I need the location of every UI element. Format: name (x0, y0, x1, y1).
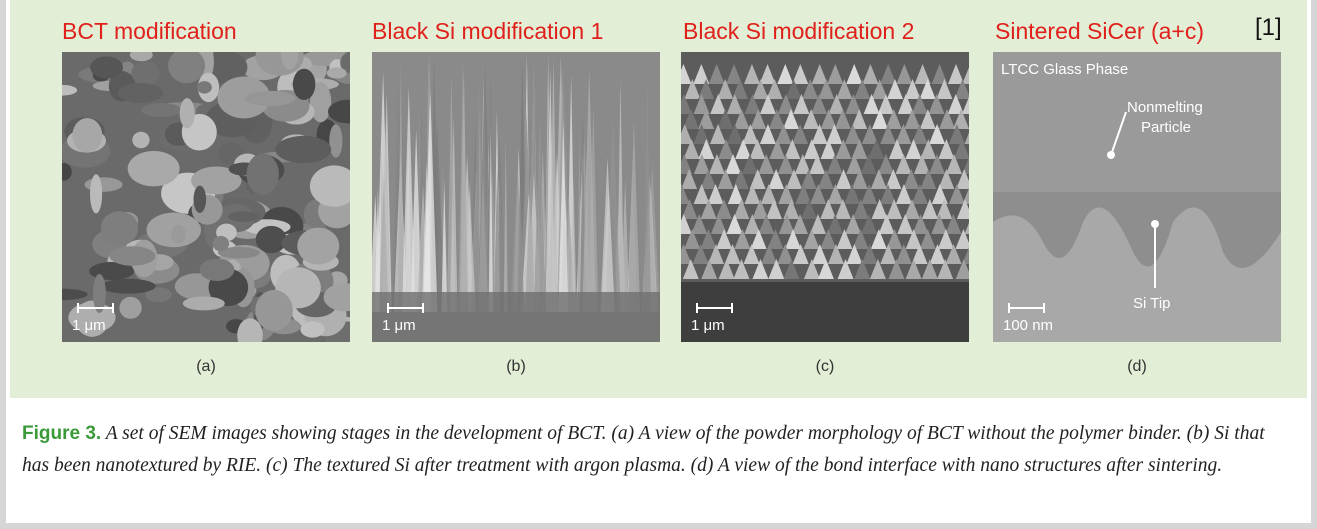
scale-bar-label: 1 μm (72, 317, 106, 334)
texture (118, 83, 163, 103)
texture (300, 321, 324, 337)
panel-heading: Black Si modification 1 (372, 18, 603, 45)
annotation: Si Tip (1133, 295, 1171, 312)
texture (194, 186, 207, 213)
scale-bar-label: 1 μm (382, 317, 416, 334)
texture (327, 67, 347, 78)
texture (180, 98, 195, 128)
texture (228, 211, 259, 222)
texture (132, 132, 149, 148)
texture (183, 296, 225, 310)
texture (171, 225, 185, 244)
texture (293, 69, 316, 100)
texture (329, 124, 342, 158)
sem-image: 1 μm (372, 52, 660, 342)
scale-bar-label: 1 μm (691, 317, 725, 334)
texture (128, 151, 180, 186)
texture (197, 81, 212, 94)
texture (119, 297, 141, 319)
subfigure-label: (d) (993, 358, 1281, 376)
texture (256, 226, 287, 253)
panel-heading: Black Si modification 2 (683, 18, 914, 45)
page: BCT modification Black Si modification 1… (0, 0, 1317, 529)
texture (110, 246, 156, 266)
texture (213, 236, 229, 251)
panel-heading: Sintered SiCer (a+c) (995, 18, 1204, 45)
panel-heading: BCT modification (62, 18, 237, 45)
texture (101, 211, 138, 245)
sem-image: 1 μm (681, 52, 969, 342)
texture (131, 61, 159, 85)
annotation: Particle (1141, 119, 1191, 136)
texture (200, 259, 235, 281)
texture (275, 136, 331, 163)
texture (297, 228, 339, 265)
texture (90, 56, 123, 78)
caption-label: Figure 3. (22, 423, 101, 444)
citation: [1] (1255, 14, 1282, 42)
texture (255, 290, 293, 331)
caption-text: A set of SEM images showing stages in th… (22, 423, 1265, 476)
texture (141, 103, 181, 117)
texture (72, 118, 102, 153)
sem-image: 1 μm (62, 52, 350, 342)
caption: Figure 3. A set of SEM images showing st… (22, 418, 1292, 482)
scale-bar-label: 100 nm (1003, 317, 1053, 334)
subfigure-label: (a) (62, 358, 350, 376)
subfigure-label: (c) (681, 358, 969, 376)
texture (90, 174, 102, 213)
annotation: Nonmelting (1127, 99, 1203, 116)
annotation: LTCC Glass Phase (1001, 61, 1128, 78)
texture (244, 91, 295, 106)
texture (247, 153, 279, 195)
texture (101, 279, 156, 294)
subfigure-label: (b) (372, 358, 660, 376)
sem-image: LTCC Glass Phase Nonmelting Particle Si Tip… (993, 52, 1281, 342)
